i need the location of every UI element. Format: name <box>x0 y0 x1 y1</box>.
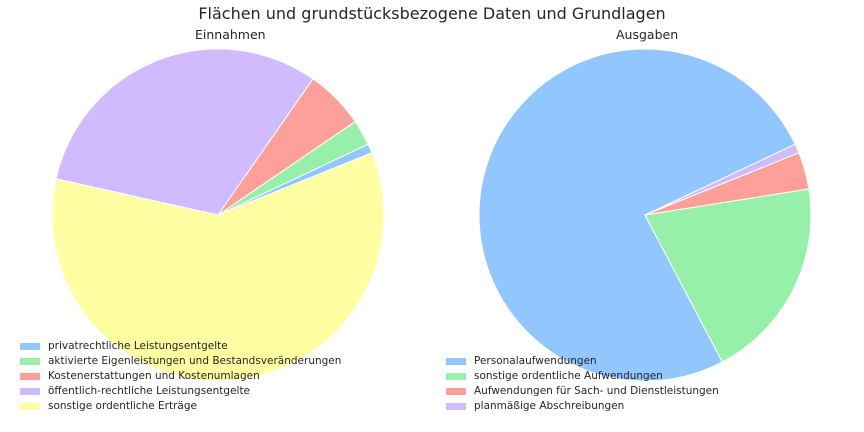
legend-item-kostenerstattungen-und-kostenumlagen: Kostenerstattungen und Kostenumlagen <box>20 369 341 384</box>
legend-item-sonstige-ordentliche-ertrage: sonstige ordentliche Erträge <box>20 399 341 414</box>
legend-item-sonstige-ordentliche-aufwendungen: sonstige ordentliche Aufwendungen <box>446 369 719 384</box>
legend-item-privatrechtliche-leistungsentgelte: privatrechtliche Leistungsentgelte <box>20 339 341 354</box>
legend-swatch <box>20 358 40 365</box>
legend-item-aufwendungen-fur-sach-und-dienstleistungen: Aufwendungen für Sach- und Dienstleistun… <box>446 384 719 399</box>
legend-item-aktivierte-eigenleistungen-und-bestandsveranderungen: aktivierte Eigenleistungen und Bestandsv… <box>20 354 341 369</box>
legend-label: Aufwendungen für Sach- und Dienstleistun… <box>474 385 719 397</box>
legend-item-personalaufwendungen: Personalaufwendungen <box>446 354 719 369</box>
legend-swatch <box>446 358 466 365</box>
legend-label: privatrechtliche Leistungsentgelte <box>48 340 228 352</box>
legend-label: öffentlich-rechtliche Leistungsentgelte <box>48 385 251 397</box>
legend-label: sonstige ordentliche Aufwendungen <box>474 370 663 382</box>
legend-label: sonstige ordentliche Erträge <box>48 400 197 412</box>
legend-item-offentlich-rechtliche-leistungsentgelte: öffentlich-rechtliche Leistungsentgelte <box>20 384 341 399</box>
legend-swatch <box>20 388 40 395</box>
legend-label: aktivierte Eigenleistungen und Bestandsv… <box>48 355 342 367</box>
legend-label: planmäßige Abschreibungen <box>474 400 625 412</box>
legend-swatch <box>20 403 40 410</box>
ausgaben-title: Ausgaben <box>616 27 679 42</box>
legend-item-planmassige-abschreibungen: planmäßige Abschreibungen <box>446 399 719 414</box>
legend-swatch <box>446 388 466 395</box>
legend-swatch <box>20 373 40 380</box>
einnahmen-legend: privatrechtliche Leistungsentgelte aktivi… <box>20 339 341 414</box>
einnahmen-title: Einnahmen <box>195 27 266 42</box>
pie-slice-personalaufwendungen <box>478 48 796 382</box>
pie-slice-sonstige-ordentliche-ertrage <box>51 152 385 382</box>
legend-swatch <box>20 343 40 350</box>
legend-swatch <box>446 403 466 410</box>
pie-slice-offentlich-rechtliche-leistungsentgelte <box>55 48 314 216</box>
pie-slice-sonstige-ordentliche-aufwendungen <box>644 188 812 363</box>
pie-slice-aufwendungen-fur-sach-und-dienstleistungen <box>644 152 810 216</box>
legend-label: Personalaufwendungen <box>474 355 597 367</box>
legend-swatch <box>446 373 466 380</box>
legend-label: Kostenerstattungen und Kostenumlagen <box>48 370 260 382</box>
figure-title: Flächen und grundstücksbezogene Daten un… <box>198 4 666 23</box>
ausgaben-legend: Personalaufwendungen sonstige ordentliche… <box>446 354 719 414</box>
